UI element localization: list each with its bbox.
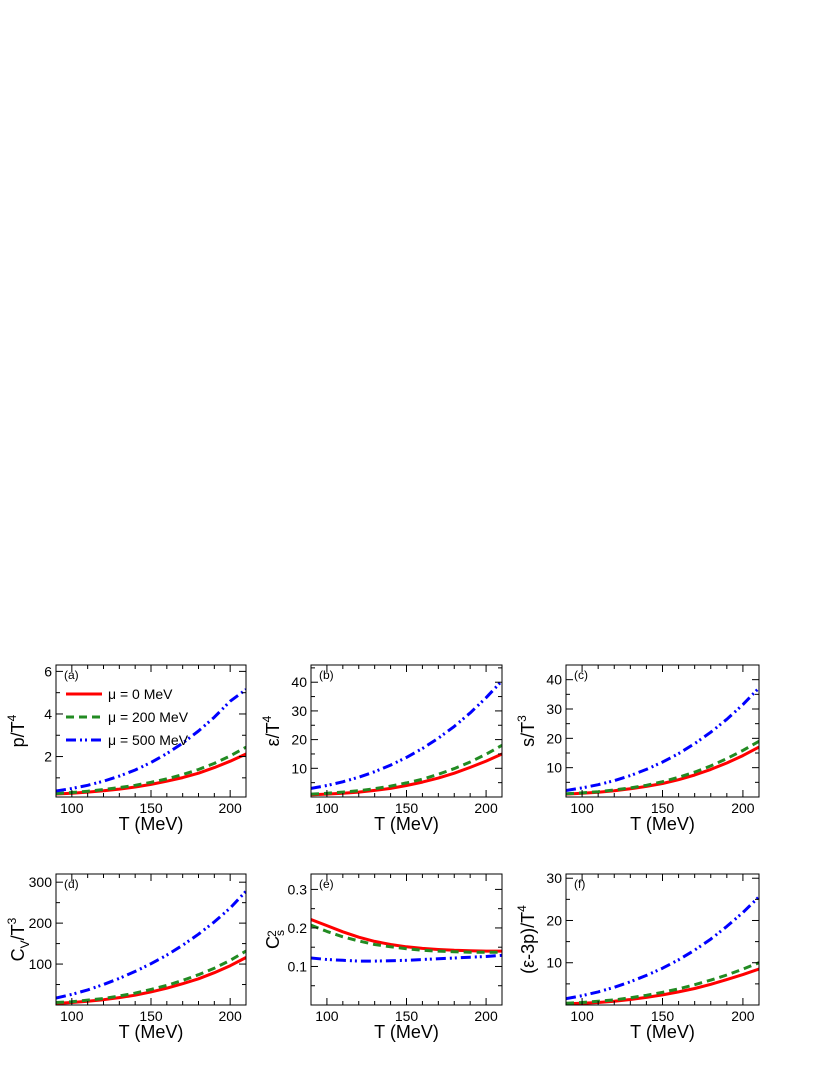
y-tick-label: 10: [291, 760, 307, 776]
plot-frame: [310, 873, 503, 1006]
series-line-mu500: [311, 953, 502, 963]
y-tick-label: 30: [291, 703, 307, 719]
y-tick-label: 300: [29, 874, 53, 890]
plot-frame: [565, 664, 760, 798]
plot-frame: [55, 873, 247, 1006]
x-tick-label: 150: [395, 1008, 419, 1024]
x-axis-title: T (MeV): [374, 814, 439, 834]
legend-label-mu200: μ = 200 MeV: [108, 709, 189, 725]
series-line-mu200: [566, 739, 759, 796]
y-tick-label: 4: [44, 706, 52, 722]
y-tick-label: 10: [546, 955, 562, 971]
y-tick-label: 0.3: [288, 881, 308, 897]
legend-label-mu0: μ = 0 MeV: [108, 686, 173, 702]
panel-label: (d): [64, 877, 79, 891]
series-line-mu200: [56, 745, 246, 796]
y-tick-label: 0.2: [288, 920, 308, 936]
series-line-mu0: [311, 752, 502, 797]
y-axis-title: (ε-3p)/T4: [515, 905, 538, 974]
x-tick-label: 100: [60, 1008, 84, 1024]
panel-label: (c): [574, 668, 588, 682]
y-tick-label: 0.1: [288, 958, 308, 974]
panel-d: 100 150 200 100 200 300 T (MeV) CV/T3 (d): [5, 873, 247, 1042]
x-tick-label: 100: [570, 800, 594, 816]
panel-label: (a): [64, 668, 79, 682]
x-tick-label: 100: [570, 1008, 594, 1024]
panel-b: 100 150 200 10 20 30 40 T (MeV) ε/T4 (b): [260, 664, 503, 834]
x-tick-label: 100: [60, 800, 84, 816]
y-tick-label: 20: [546, 912, 562, 928]
y-tick-label: 200: [29, 915, 53, 931]
x-axis-title: T (MeV): [119, 814, 184, 834]
x-tick-label: 150: [651, 1008, 675, 1024]
y-axis-title: Cs2: [263, 930, 287, 949]
y-tick-label: 40: [546, 672, 562, 688]
panel-label: (b): [319, 668, 334, 682]
y-axis-title: p/T4: [5, 714, 28, 747]
y-tick-label: 30: [546, 870, 562, 886]
x-axis-title: T (MeV): [630, 1022, 695, 1042]
x-axis-title: T (MeV): [374, 1022, 439, 1042]
x-tick-label: 200: [474, 800, 498, 816]
x-tick-label: 100: [315, 800, 339, 816]
x-tick-label: 150: [651, 800, 675, 816]
x-tick-label: 200: [731, 1008, 755, 1024]
series-line-mu0: [56, 752, 246, 796]
legend: μ = 0 MeV μ = 200 MeV μ = 500 MeV: [66, 686, 189, 748]
x-tick-label: 100: [315, 1008, 339, 1024]
y-axis-title: ε/T4: [260, 715, 283, 746]
series-line-mu500: [56, 890, 246, 1000]
series-line-mu500: [566, 686, 759, 792]
x-tick-label: 200: [218, 1008, 242, 1024]
y-tick-label: 40: [291, 674, 307, 690]
series-line-mu200: [311, 923, 502, 954]
legend-label-mu500: μ = 500 MeV: [108, 732, 189, 748]
plot-frame: [310, 664, 503, 798]
y-tick-label: 20: [546, 730, 562, 746]
y-tick-label: 2: [44, 749, 52, 765]
series-line-mu200: [311, 743, 502, 796]
panel-c: 100 150 200 10 20 30 40 T (MeV) s/T3 (c): [515, 664, 760, 834]
y-tick-label: 6: [44, 663, 52, 679]
panel-label: (f): [574, 877, 585, 891]
x-axis-title: T (MeV): [119, 1022, 184, 1042]
y-tick-label: 100: [29, 956, 53, 972]
series-line-mu500: [311, 679, 502, 790]
series-line-mu500: [56, 688, 246, 793]
series-line-mu500: [566, 895, 759, 1001]
x-tick-label: 150: [139, 800, 163, 816]
series-line-mu200: [56, 949, 246, 1004]
panel-a: 100 150 200 2 4 6 T (MeV) p/T4 (a) μ = 0 MeV μ = 2…: [5, 663, 247, 834]
x-axis-title: T (MeV): [630, 814, 695, 834]
y-tick-label: 30: [546, 701, 562, 717]
series-line-mu0: [566, 745, 759, 796]
plot-frame: [55, 664, 247, 798]
panel-f: 100 150 200 10 20 30 T (MeV) (ε-3p)/T4 (f): [515, 870, 760, 1042]
plot-frame: [565, 873, 760, 1006]
y-axis-title: CV/T3: [5, 917, 32, 961]
x-tick-label: 200: [474, 1008, 498, 1024]
x-tick-label: 200: [218, 800, 242, 816]
panel-label: (e): [319, 877, 334, 891]
y-tick-label: 20: [291, 732, 307, 748]
x-tick-label: 150: [395, 800, 419, 816]
y-axis-title: s/T3: [515, 715, 538, 747]
panel-e: 100 150 200 0.1 0.2 0.3 T (MeV) Cs2 (e): [263, 873, 503, 1042]
x-tick-label: 150: [139, 1008, 163, 1024]
x-tick-label: 200: [731, 800, 755, 816]
y-tick-label: 10: [546, 760, 562, 776]
